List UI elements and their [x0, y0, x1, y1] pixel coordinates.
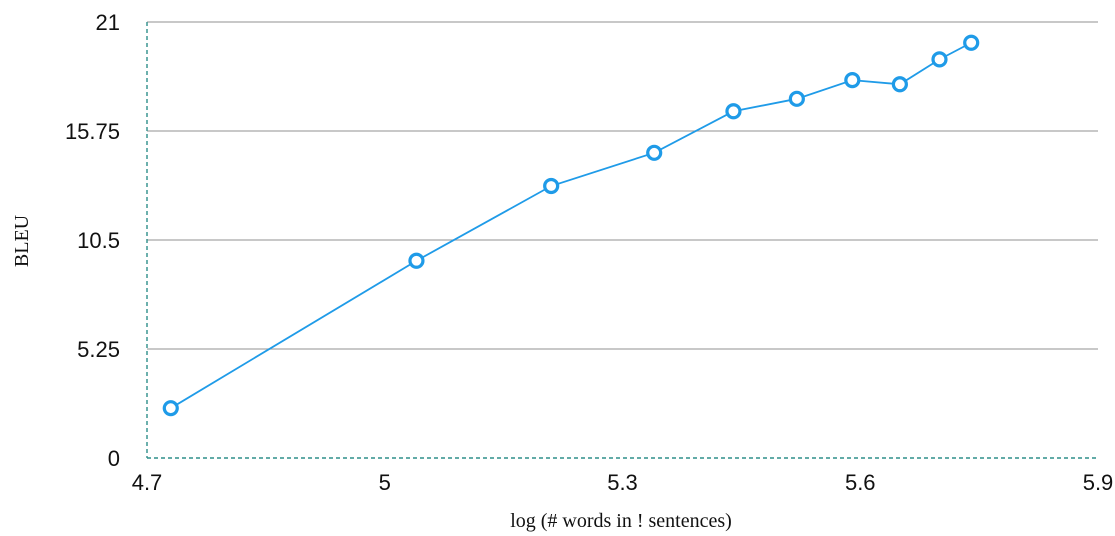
y-axis-label: BLEU [11, 214, 33, 267]
data-point [788, 90, 805, 107]
data-point [162, 400, 179, 417]
y-tick-labels: 0 5.25 10.5 15.75 21 [65, 10, 120, 471]
y-tick-label: 5.25 [77, 337, 120, 362]
data-point [725, 103, 742, 120]
data-point [963, 34, 980, 51]
series-line [170, 41, 972, 409]
y-tick-label: 15.75 [65, 119, 120, 144]
data-point [408, 252, 425, 269]
x-axis-label: log (# words in ! sentences) [510, 510, 732, 532]
series-line-path [170, 41, 972, 409]
y-tick-label: 0 [108, 446, 120, 471]
data-point [646, 144, 663, 161]
data-point [931, 51, 948, 68]
x-tick-label: 4.7 [132, 470, 163, 495]
data-point [543, 177, 560, 195]
x-tick-labels: 4.7 5 5.3 5.6 5.9 [132, 470, 1114, 495]
x-tick-label: 5.6 [845, 470, 876, 495]
data-points [162, 34, 980, 417]
axes [146, 22, 1098, 459]
y-tick-label: 10.5 [77, 228, 120, 253]
data-point [891, 76, 908, 93]
x-tick-label: 5.9 [1083, 470, 1114, 495]
x-tick-label: 5.3 [607, 470, 638, 495]
y-tick-label: 21 [96, 10, 120, 35]
data-point [844, 72, 861, 89]
x-tick-label: 5 [379, 470, 391, 495]
gridlines [147, 21, 1098, 350]
